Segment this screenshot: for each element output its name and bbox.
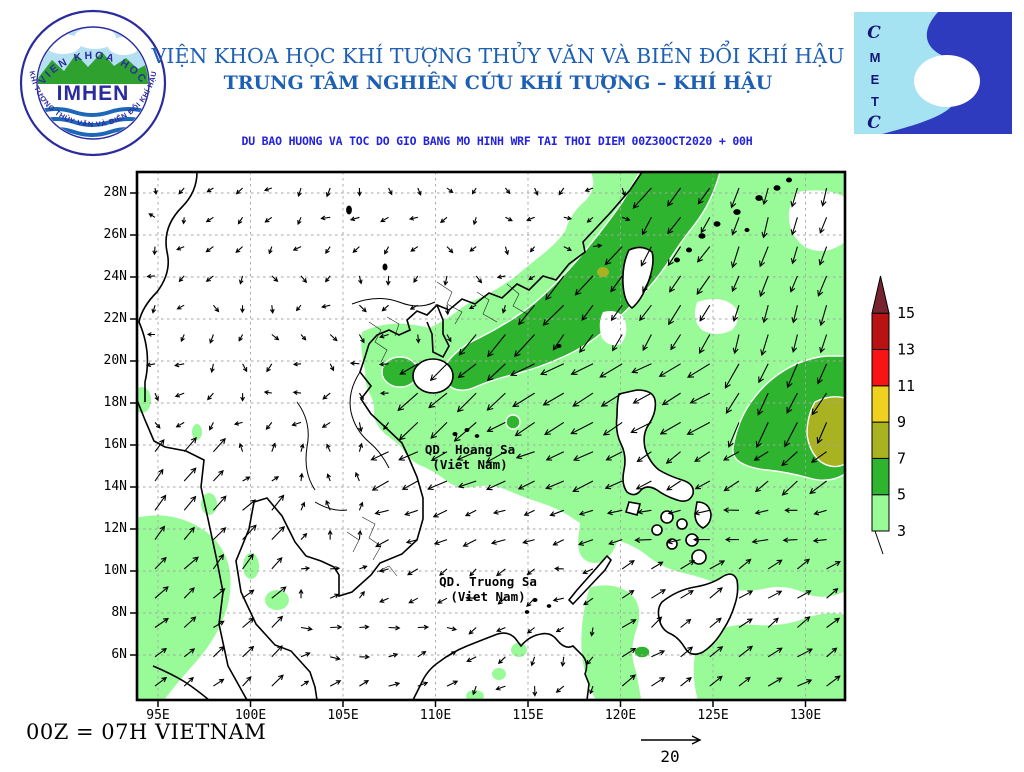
lon-tick-label: 105E: [327, 708, 359, 723]
lon-tick-label: 100E: [234, 708, 267, 723]
svg-text:E: E: [871, 72, 880, 87]
lon-tick-label: 95E: [146, 708, 170, 723]
lat-tick-label: 18N: [103, 395, 127, 410]
imhen-logo-wordmark: IMHEN: [57, 82, 130, 105]
svg-text:T: T: [871, 94, 879, 109]
lat-tick-label: 8N: [111, 605, 127, 620]
reference-arrow-value: 20: [660, 747, 679, 766]
lon-tick-label: 120E: [604, 708, 637, 723]
map-border: [135, 170, 847, 702]
colorbar-level-label: 3: [897, 522, 906, 540]
wind-speed-colorbar: 3 5 7 9 11 13 15: [856, 254, 926, 584]
island-annotation: QD. Truong Sa (Viet Nam): [439, 574, 537, 604]
svg-text:C: C: [867, 23, 881, 43]
colorbar-segment: [871, 349, 890, 387]
colorbar-segment: [871, 385, 890, 423]
lat-tick-label: 14N: [103, 479, 127, 494]
cmetc-logo-s-shape: [882, 12, 1012, 134]
colorbar-level-label: 9: [897, 413, 906, 431]
lon-tick-label: 125E: [697, 708, 729, 723]
institute-name: VIỆN KHOA HỌC KHÍ TƯỢNG THỦY VĂN VÀ BIẾN…: [151, 44, 845, 68]
province-borders: [346, 281, 528, 577]
lat-tick-label: 16N: [103, 437, 127, 452]
lat-tick-label: 20N: [103, 353, 127, 368]
svg-text:M: M: [870, 50, 881, 65]
wind-vector-field: [145, 187, 841, 697]
cmetc-logo: C M E T C: [854, 12, 1012, 138]
colorbar-level-label: 11: [897, 377, 915, 395]
island-annotation: QD. Hoang Sa (Viet Nam): [424, 442, 516, 472]
colorbar-level-label: 13: [897, 341, 915, 359]
lon-tick-label: 115E: [512, 708, 544, 723]
mountains-icon: [38, 52, 148, 86]
header-title-block: VIỆN KHOA HỌC KHÍ TƯỢNG THỦY VĂN VÀ BIẾN…: [150, 44, 846, 94]
cmetc-logo-circle: [914, 55, 980, 107]
lon-tick-label: 130E: [789, 708, 822, 723]
colorbar-level-label: 15: [897, 304, 915, 322]
wave-icon: [38, 117, 148, 127]
colorbar-segment: [871, 457, 890, 496]
coastlines: [137, 172, 792, 700]
lat-tick-label: 6N: [111, 647, 127, 662]
svg-text:C: C: [867, 113, 881, 133]
center-name: TRUNG TÂM NGHIÊN CỨU KHÍ TƯỢNG – KHÍ HẬU: [223, 72, 773, 94]
cmetc-logo-letters: C M E T C: [867, 23, 881, 133]
small-islands: [346, 177, 792, 614]
lat-tick-label: 28N: [103, 185, 127, 200]
reference-arrow-icon: [641, 735, 702, 745]
reference-wind-arrow: 20: [616, 724, 746, 768]
lon-tick-label: 110E: [419, 708, 452, 723]
forecast-subtitle: DU BAO HUONG VA TOC DO GIO BANG MO HINH …: [241, 134, 753, 148]
lat-tick-label: 26N: [103, 227, 127, 242]
colorbar-segment: [871, 421, 890, 459]
wind-map: 95E 100E 105E 110E 115E 120E 125E 130E 28N 26N 24N…: [104, 170, 847, 723]
timezone-note: 00Z = 07H VIETNAM: [26, 720, 267, 744]
colorbar-level-label: 5: [897, 486, 906, 504]
colorbar-level-label: 7: [897, 449, 906, 467]
colorbar-segment: [871, 312, 890, 350]
lat-tick-label: 22N: [103, 311, 127, 326]
lat-tick-label: 12N: [103, 521, 127, 536]
colorbar-overflow-arrow: [871, 275, 890, 314]
wave-icon: [38, 107, 148, 117]
colorbar-tail: [874, 530, 884, 555]
colorbar-segment: [871, 494, 890, 532]
lat-tick-label: 10N: [103, 563, 127, 578]
imhen-logo: IMHEN VIEN KHOA HOC KHÍ TƯỢNG THỦY VĂN V…: [18, 8, 168, 162]
country-borders: [296, 298, 436, 511]
lat-tick-label: 24N: [103, 269, 127, 284]
